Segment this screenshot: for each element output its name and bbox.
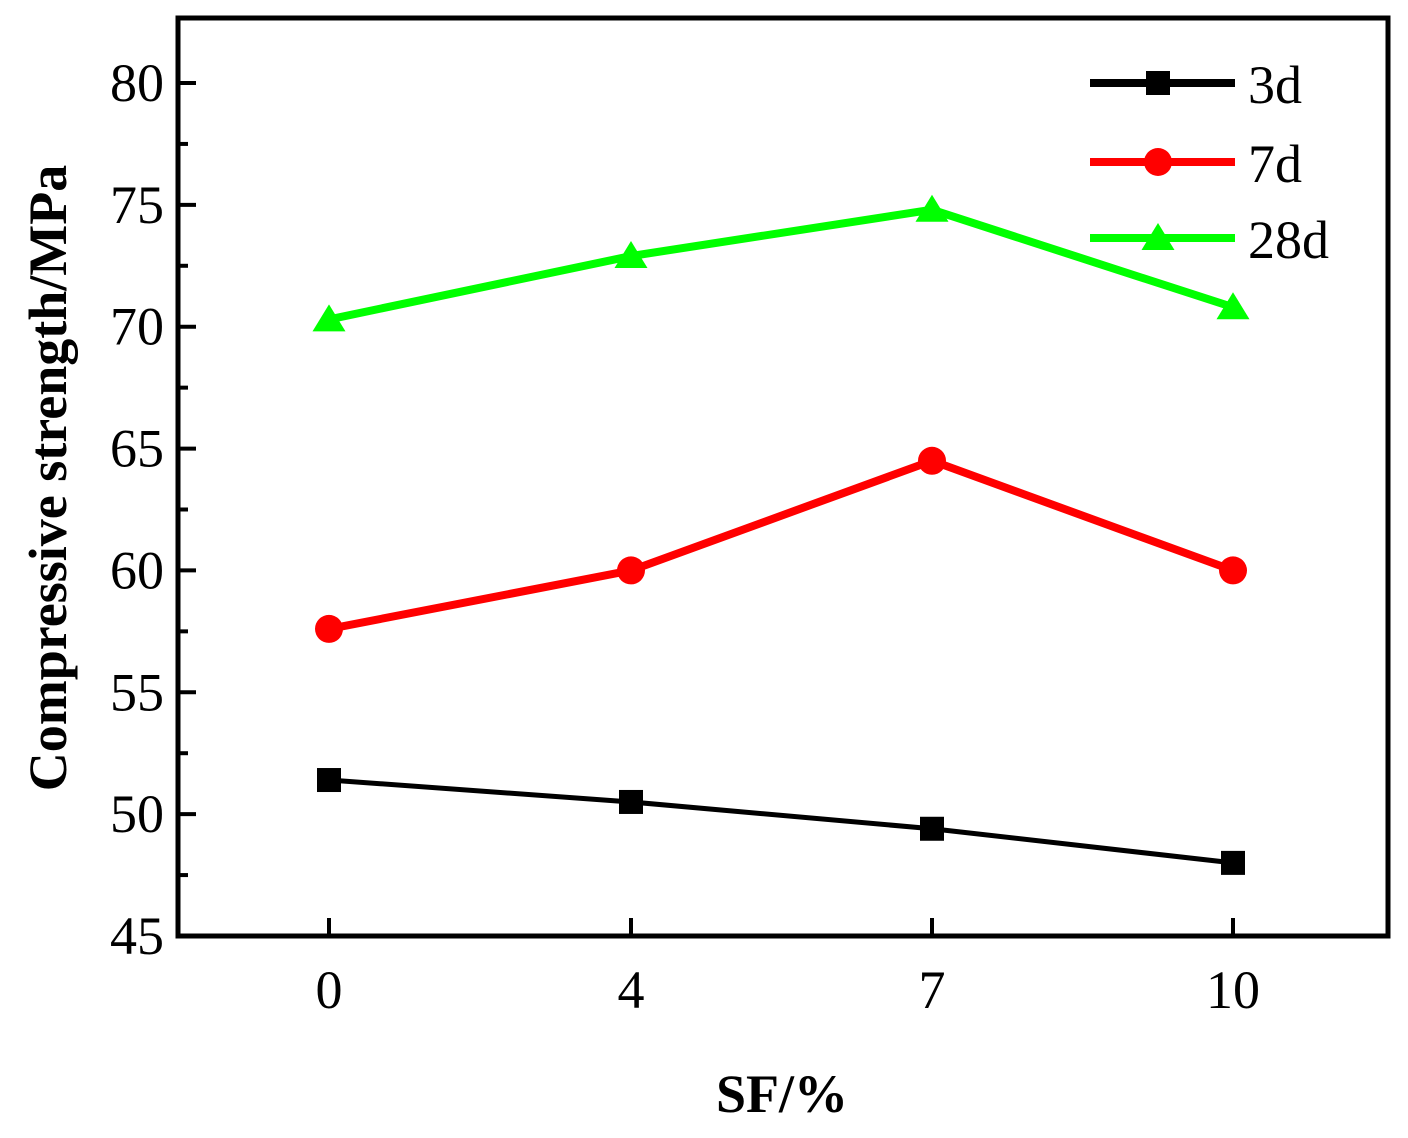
y-tick-label: 45 [110, 906, 164, 966]
y-axis-title: Compressive strength/MPa [18, 165, 78, 791]
series-3d [317, 768, 1245, 875]
data-point-3d [1221, 850, 1245, 875]
y-tick-label: 60 [110, 540, 164, 600]
axis-ticks: 45 50 55 60 65 70 75 80 0 4 7 10 [110, 53, 1260, 1020]
data-point-3d [920, 816, 944, 841]
y-tick-label: 80 [110, 53, 164, 113]
legend-marker [1141, 223, 1175, 250]
y-tick-label: 70 [110, 297, 164, 357]
x-tick-label: 4 [618, 960, 645, 1020]
series-7d [315, 446, 1247, 643]
y-tick-label: 65 [110, 419, 164, 479]
data-point-28d [1216, 292, 1250, 320]
series-28d [312, 194, 1250, 332]
legend: 3d 7d 28d [1090, 55, 1329, 270]
data-point-3d [317, 768, 341, 793]
series-line-3d [328, 777, 1234, 866]
x-tick-label: 10 [1206, 960, 1260, 1020]
series-line-28d [328, 205, 1235, 324]
series-lines [312, 194, 1250, 875]
data-point-28d [614, 241, 648, 269]
legend-marker [1144, 148, 1172, 176]
data-point-7d [1219, 556, 1247, 585]
plot-frame [175, 15, 1391, 939]
plot-area-border [175, 15, 1391, 939]
legend-label: 28d [1248, 210, 1329, 270]
data-point-28d [915, 194, 949, 222]
data-point-7d [617, 556, 645, 585]
data-point-7d [315, 614, 343, 643]
y-tick-label: 75 [110, 175, 164, 235]
legend-label: 7d [1248, 134, 1302, 194]
data-point-7d [918, 446, 946, 475]
y-tick-label: 50 [110, 784, 164, 844]
legend-entry-7d: 7d [1090, 134, 1302, 194]
x-tick-label: 0 [316, 960, 343, 1020]
x-tick-label: 7 [919, 960, 946, 1020]
legend-marker [1146, 71, 1170, 95]
legend-entry-28d: 28d [1090, 210, 1329, 270]
legend-label: 3d [1248, 55, 1302, 115]
data-point-28d [312, 304, 346, 332]
series-line-7d [328, 456, 1235, 633]
legend-entry-3d: 3d [1090, 55, 1302, 115]
data-point-3d [619, 789, 643, 814]
x-axis-title: SF/% [716, 1064, 848, 1124]
y-tick-label: 55 [110, 662, 164, 722]
